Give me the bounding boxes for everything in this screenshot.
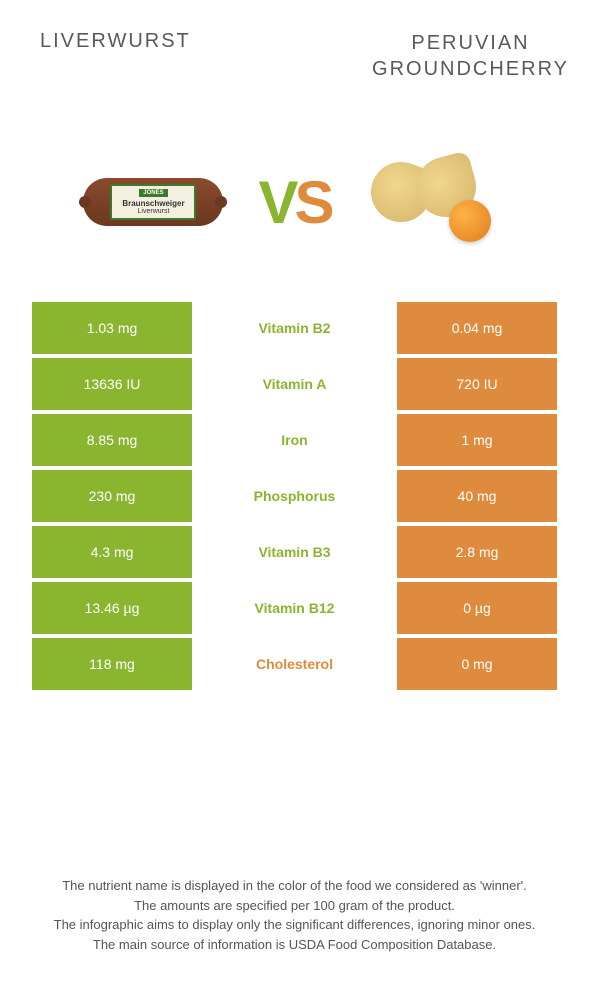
nutrient-row: 13.46 µgVitamin B120 µg — [32, 582, 557, 634]
nutrient-row: 13636 IUVitamin A720 IU — [32, 358, 557, 410]
vs-label: VS — [258, 168, 330, 237]
footer-line-3: The infographic aims to display only the… — [30, 915, 559, 935]
value-right: 0 mg — [397, 638, 557, 690]
nutrient-row: 1.03 mgVitamin B20.04 mg — [32, 302, 557, 354]
value-left: 1.03 mg — [32, 302, 192, 354]
value-left: 13.46 µg — [32, 582, 192, 634]
footer-notes: The nutrient name is displayed in the co… — [0, 876, 589, 954]
food-image-right — [361, 152, 511, 252]
nutrient-row: 4.3 mgVitamin B32.8 mg — [32, 526, 557, 578]
header-left: LIVERWURST — [40, 30, 191, 82]
footer-line-4: The main source of information is USDA F… — [30, 935, 559, 955]
value-left: 230 mg — [32, 470, 192, 522]
headers: LIVERWURST PERUVIAN GROUNDCHERRY — [0, 0, 589, 132]
value-left: 4.3 mg — [32, 526, 192, 578]
vs-s: S — [295, 168, 331, 237]
nutrient-label: Iron — [192, 414, 397, 466]
food-image-left: JONES Braunschweiger Liverwurst — [78, 152, 228, 252]
product-sub: Liverwurst — [138, 208, 170, 215]
nutrient-label: Vitamin B12 — [192, 582, 397, 634]
hero-row: JONES Braunschweiger Liverwurst VS — [0, 132, 589, 302]
header-right-line2: GROUNDCHERRY — [372, 56, 569, 82]
header-right-line1: PERUVIAN — [372, 30, 569, 56]
value-right: 0 µg — [397, 582, 557, 634]
header-right: PERUVIAN GROUNDCHERRY — [372, 30, 569, 82]
nutrient-row: 8.85 mgIron1 mg — [32, 414, 557, 466]
value-right: 2.8 mg — [397, 526, 557, 578]
nutrient-label: Vitamin B3 — [192, 526, 397, 578]
nutrient-label: Cholesterol — [192, 638, 397, 690]
sausage-icon: JONES Braunschweiger Liverwurst — [83, 178, 223, 226]
value-left: 8.85 mg — [32, 414, 192, 466]
product-name: Braunschweiger — [122, 199, 184, 208]
footer-line-1: The nutrient name is displayed in the co… — [30, 876, 559, 896]
value-right: 40 mg — [397, 470, 557, 522]
value-right: 0.04 mg — [397, 302, 557, 354]
sausage-label: JONES Braunschweiger Liverwurst — [110, 184, 196, 220]
value-left: 118 mg — [32, 638, 192, 690]
groundcherry-icon — [371, 157, 501, 247]
value-right: 1 mg — [397, 414, 557, 466]
footer-line-2: The amounts are specified per 100 gram o… — [30, 896, 559, 916]
brand-text: JONES — [139, 189, 167, 197]
vs-v: V — [258, 168, 294, 237]
value-right: 720 IU — [397, 358, 557, 410]
nutrient-label: Vitamin A — [192, 358, 397, 410]
value-left: 13636 IU — [32, 358, 192, 410]
nutrient-label: Vitamin B2 — [192, 302, 397, 354]
nutrient-row: 230 mgPhosphorus40 mg — [32, 470, 557, 522]
nutrient-row: 118 mgCholesterol0 mg — [32, 638, 557, 690]
nutrient-table: 1.03 mgVitamin B20.04 mg13636 IUVitamin … — [0, 302, 589, 690]
nutrient-label: Phosphorus — [192, 470, 397, 522]
